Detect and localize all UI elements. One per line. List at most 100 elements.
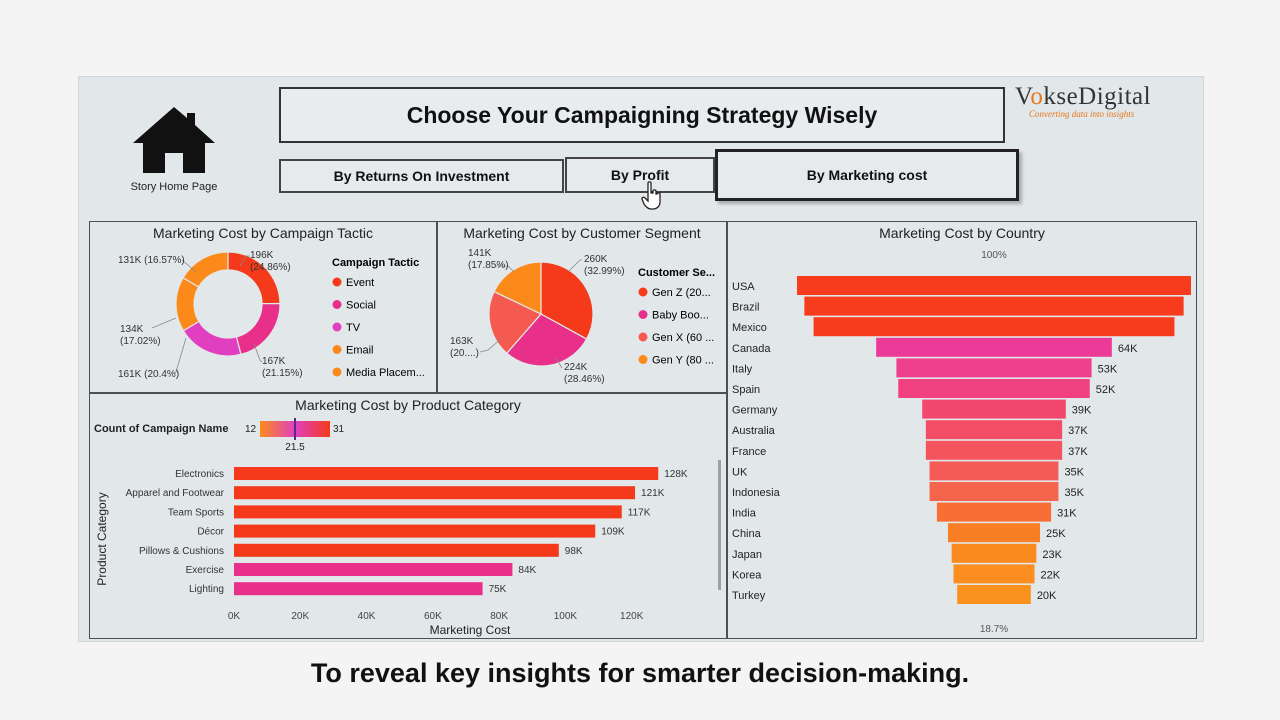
data-label: 35K [1064, 466, 1084, 478]
leader-line [239, 255, 250, 267]
legend-item: Event [346, 277, 374, 289]
category-label: USA [732, 281, 755, 293]
data-label: 75K [489, 584, 507, 595]
legend-item: Gen X (60 ... [652, 332, 714, 344]
funnel-bar [797, 276, 1191, 295]
legend-title: Customer Se... [638, 267, 715, 279]
category-label: Apparel and Footwear [126, 488, 225, 499]
legend-item: Social [346, 300, 376, 312]
bar [234, 582, 483, 596]
category-label: Australia [732, 425, 776, 437]
legend-marker [332, 322, 342, 332]
data-label: 84K [518, 565, 536, 576]
bar [234, 505, 622, 519]
funnel-top-label: 100% [981, 250, 1007, 261]
funnel-bar [925, 440, 1063, 460]
data-label: 35K [1064, 487, 1084, 499]
funnel-bar [953, 564, 1035, 584]
x-tick-label: 100K [554, 611, 578, 622]
category-label: Germany [732, 405, 778, 417]
data-label-pct: (17.85%) [468, 260, 509, 271]
pie-slice [493, 261, 542, 315]
data-label: 167K [262, 356, 286, 367]
pie-slice [505, 313, 588, 367]
panel-country: Marketing Cost by Country 100% USA Brazil M… [727, 221, 1197, 639]
video-caption: To reveal key insights for smarter decis… [310, 658, 970, 688]
pie-chart: 260K(32.99%) 224K(28.46%) 163K(20....) 141K… [450, 248, 715, 385]
data-label: 224K [564, 362, 588, 373]
bar-chart: Count of Campaign Name 12 31 21.5 Electronic… [94, 418, 721, 637]
data-label: 39K [1072, 405, 1092, 417]
tab-marketing-cost[interactable]: By Marketing cost [715, 149, 1019, 201]
data-label: 131K (16.57%) [118, 255, 185, 266]
x-tick-label: 60K [424, 611, 442, 622]
pie-slice [182, 320, 242, 357]
data-label: 117K [628, 507, 651, 518]
x-tick-label: 120K [620, 611, 644, 622]
leader-line [496, 265, 515, 273]
tab-roi[interactable]: By Returns On Investment [279, 159, 564, 193]
chart-title: Marketing Cost by Product Category [295, 397, 521, 413]
data-label: 23K [1042, 549, 1062, 561]
color-scale-min: 12 [245, 424, 257, 435]
bar [234, 563, 513, 576]
category-label: Décor [197, 527, 224, 538]
leader-line [479, 337, 503, 353]
funnel-bar [922, 399, 1066, 419]
legend-item: Email [346, 345, 374, 357]
data-label: 121K [641, 488, 665, 499]
data-label: 37K [1068, 425, 1088, 437]
data-label: 22K [1041, 569, 1061, 581]
leader-line [181, 259, 197, 273]
tab-profit[interactable]: By Profit [565, 157, 715, 193]
data-label: 109K [601, 527, 625, 538]
color-scale-max: 31 [333, 424, 345, 435]
category-label: Japan [732, 549, 762, 561]
data-label: 20K [1037, 590, 1057, 602]
x-tick-label: 40K [358, 611, 376, 622]
color-scale-mid: 21.5 [285, 442, 305, 453]
funnel-chart: 100% USA Brazil Mexico Canada 64K Italy 53K Spai… [732, 250, 1191, 635]
funnel-bar [929, 461, 1059, 481]
legend-marker [638, 355, 648, 364]
donut-chart: 196K(24.86%) 167K(21.15%) 161K (20.4%) 134K… [118, 250, 425, 380]
category-label: Indonesia [732, 487, 781, 499]
house-icon [133, 107, 215, 173]
leader-line [567, 259, 582, 273]
data-label-pct: (32.99%) [584, 266, 625, 277]
data-label: 163K [450, 336, 474, 347]
page-title: Choose Your Campaigning Strategy Wisely [279, 87, 1005, 143]
pie-slice [182, 251, 229, 288]
chart-title: Marketing Cost by Country [879, 225, 1045, 241]
data-label-pct: (24.86%) [250, 262, 291, 273]
category-label: Spain [732, 384, 760, 396]
home-button[interactable]: Story Home Page [129, 105, 219, 193]
x-tick-label: 0K [228, 611, 241, 622]
panel-customer-segment: Marketing Cost by Customer Segment 260K(… [437, 221, 727, 393]
logo-text: VokseDigital [1015, 83, 1152, 110]
legend-marker [332, 277, 342, 287]
chart-title: Marketing Cost by Campaign Tactic [153, 225, 373, 241]
leader-line [555, 357, 563, 369]
funnel-bar [898, 379, 1090, 398]
data-label: 161K (20.4%) [118, 369, 179, 380]
legend-marker [638, 287, 648, 297]
color-scale-label: Count of Campaign Name [94, 423, 228, 435]
data-label: 64K [1118, 343, 1138, 355]
category-label: France [732, 446, 766, 458]
bar [234, 467, 659, 480]
category-label: Electronics [175, 469, 224, 480]
category-label: Lighting [189, 584, 224, 595]
data-label: 141K [468, 248, 492, 259]
category-label: Italy [732, 363, 753, 375]
data-label: 98K [565, 546, 583, 557]
legend-item: Gen Z (20... [652, 287, 711, 299]
category-label: Brazil [732, 302, 760, 314]
legend-marker [638, 332, 648, 342]
x-axis-title: Marketing Cost [430, 623, 511, 637]
dashboard-canvas: Story Home Page Choose Your Campaigning … [78, 76, 1204, 642]
category-label: India [732, 508, 757, 520]
legend-item: Gen Y (80 ... [652, 355, 714, 367]
data-label-pct: (20....) [450, 348, 479, 359]
